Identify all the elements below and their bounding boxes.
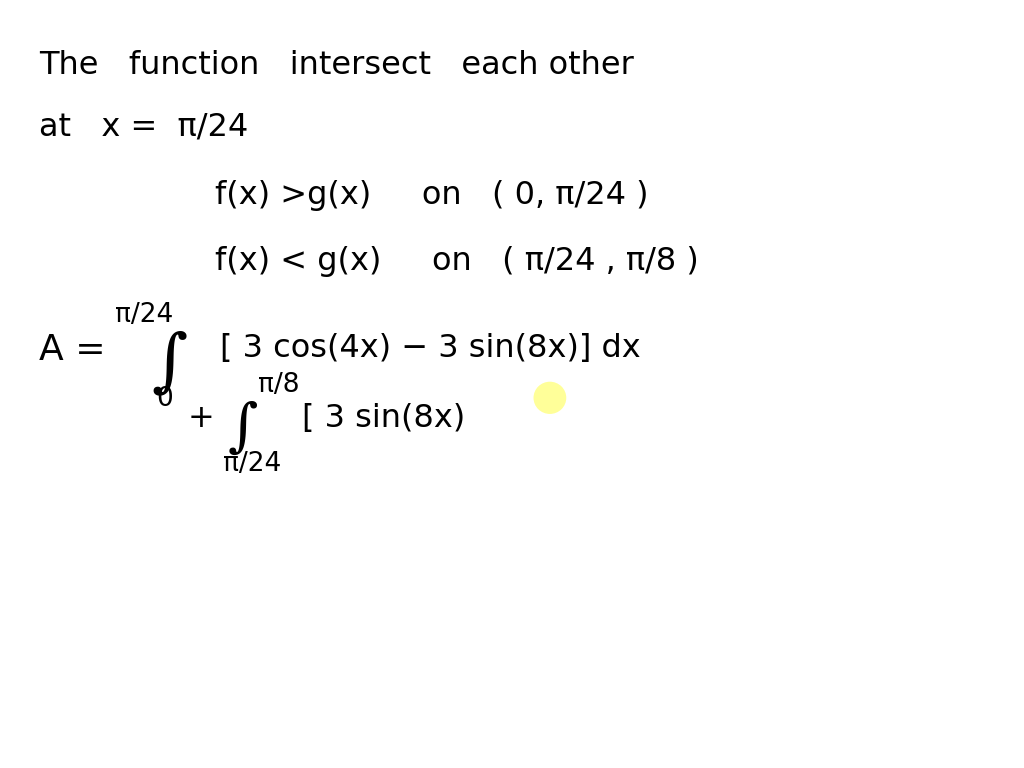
Text: ∫: ∫ [227,401,258,457]
Text: +: + [187,403,214,434]
Text: f(x) >g(x)     on   ( 0, π/24 ): f(x) >g(x) on ( 0, π/24 ) [215,180,648,211]
Text: at   x =  π/24: at x = π/24 [39,111,248,142]
Text: 0: 0 [157,386,173,412]
Text: π/8: π/8 [258,372,300,399]
Text: [ 3 sin(8x): [ 3 sin(8x) [302,403,465,434]
Text: π/24: π/24 [223,451,282,477]
Text: π/24: π/24 [115,302,173,328]
Text: [ 3 cos(4x) − 3 sin(8x)] dx: [ 3 cos(4x) − 3 sin(8x)] dx [220,333,641,363]
Text: A =: A = [39,333,105,366]
Text: The   function   intersect   each other: The function intersect each other [39,50,634,81]
Text: ∫: ∫ [152,330,187,396]
Text: f(x) < g(x)     on   ( π/24 , π/8 ): f(x) < g(x) on ( π/24 , π/8 ) [215,246,698,276]
Ellipse shape [534,382,566,414]
